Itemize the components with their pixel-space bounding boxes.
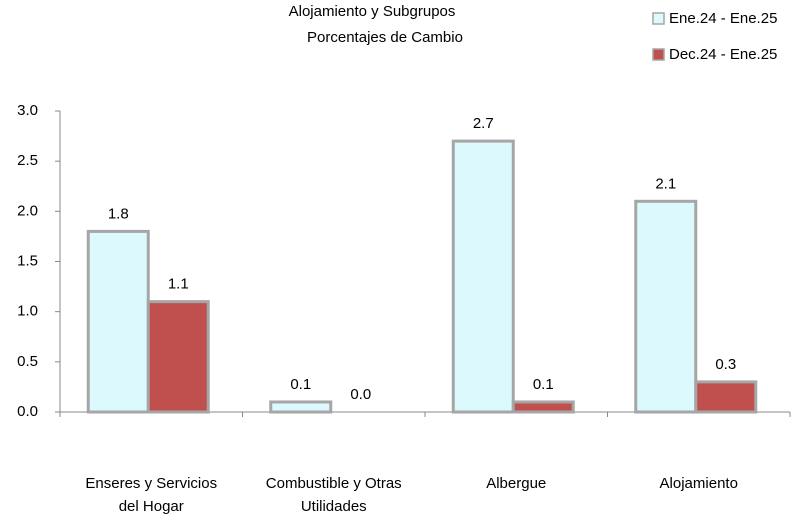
data-label: 2.1 — [655, 175, 676, 192]
data-label: 0.0 — [350, 386, 371, 403]
bar — [634, 199, 698, 414]
bar — [511, 400, 575, 414]
data-label: 0.1 — [290, 376, 311, 393]
y-tick-label: 1.0 — [17, 303, 38, 320]
y-tick-label: 3.0 — [17, 102, 38, 119]
legend-label: Ene.24 - Ene.25 — [669, 10, 777, 27]
y-tick-label: 2.0 — [17, 202, 38, 219]
data-label: 1.8 — [108, 205, 129, 222]
data-label: 1.1 — [168, 276, 189, 293]
x-tick-label: Enseres y Servicios del Hogar — [85, 475, 218, 515]
y-tick-label: 0.5 — [17, 353, 38, 370]
chart-title: Alojamiento y Subgrupos — [289, 3, 456, 20]
data-label: 2.7 — [473, 115, 494, 132]
legend-swatch — [652, 48, 665, 61]
bar — [694, 380, 758, 414]
bar — [269, 400, 333, 414]
y-tick-label: 1.5 — [17, 252, 38, 269]
bar — [146, 300, 210, 414]
bar — [86, 229, 150, 414]
x-tick-label: Albergue — [486, 475, 547, 492]
x-tick-label: Combustible y Otras Utilidades — [265, 475, 402, 515]
legend-label: Dec.24 - Ene.25 — [669, 46, 777, 63]
y-tick-label: 0.0 — [17, 403, 38, 420]
legend-swatch — [652, 12, 665, 25]
bar — [451, 139, 515, 414]
data-label: 0.1 — [533, 376, 554, 393]
data-label: 0.3 — [715, 356, 736, 373]
x-tick-label: Alojamiento — [659, 475, 738, 492]
y-tick-label: 2.5 — [17, 152, 38, 169]
chart-subtitle: Porcentajes de Cambio — [307, 29, 463, 46]
